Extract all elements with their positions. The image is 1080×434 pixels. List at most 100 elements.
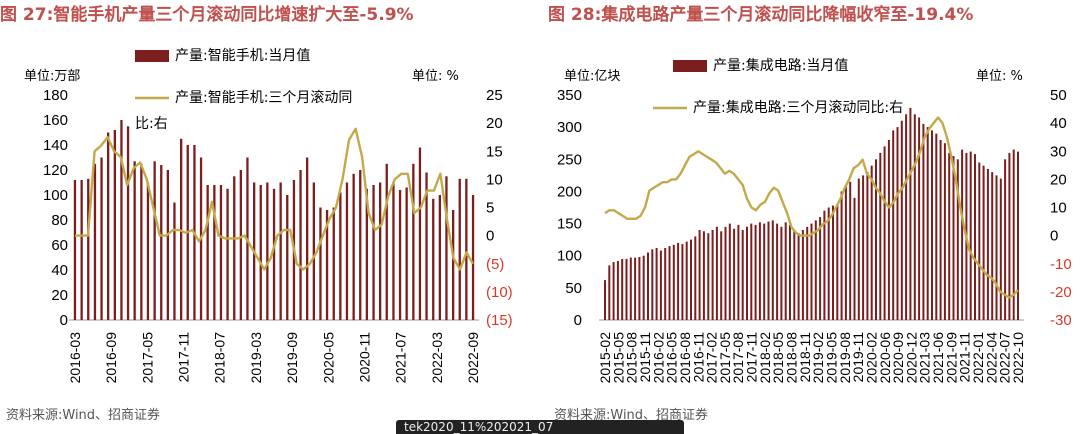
bar (452, 210, 455, 320)
bar (73, 180, 77, 320)
bar (801, 230, 804, 320)
bar (961, 149, 964, 320)
bar (153, 161, 156, 321)
x-tick-label: 2018-05 (770, 332, 786, 384)
left-tick-label: 60 (51, 237, 68, 254)
bar (365, 188, 368, 321)
bar (823, 210, 826, 320)
x-tick-label: 2020-11 (357, 332, 373, 383)
x-tick-label: 2022-09 (465, 332, 481, 384)
bar (306, 157, 309, 320)
right-tick-label: (5) (486, 256, 504, 273)
bar (789, 224, 791, 320)
bar (239, 170, 242, 320)
chart-title: 图 28:集成电路产量三个月滚动同比降幅收窄至-19.4% (548, 5, 974, 25)
right-tick-label: 50 (1050, 87, 1067, 104)
bar (900, 120, 903, 320)
bar (438, 195, 441, 320)
bar (113, 130, 116, 320)
x-tick-label: 2020-06 (877, 332, 893, 384)
bar (332, 207, 335, 320)
x-tick-label: 2016-11 (690, 332, 706, 383)
bar (999, 178, 1002, 320)
legend-swatch-bar (135, 50, 169, 62)
bar (879, 152, 882, 320)
bar (763, 223, 766, 320)
bar (629, 257, 632, 320)
left-tick-label: 120 (43, 162, 68, 179)
bar (771, 220, 774, 320)
bar (206, 185, 209, 320)
x-tick-label: 2017-11 (176, 332, 192, 383)
bar (259, 185, 262, 320)
bar (991, 172, 994, 320)
x-tick-label: 2016-02 (650, 332, 666, 384)
left-unit-label: 单位:万部 (24, 69, 80, 84)
left-tick-label: 20 (51, 287, 68, 304)
bar (943, 143, 946, 320)
x-tick-label: 2015-08 (624, 332, 640, 384)
bar (655, 248, 658, 320)
bar (266, 182, 269, 320)
bar (1004, 159, 1007, 320)
bar (840, 191, 843, 320)
left-tick-label: 40 (51, 262, 68, 279)
bar (120, 120, 123, 320)
left-unit-label: 单位:亿块 (564, 69, 620, 84)
bar (870, 165, 873, 320)
bar (883, 146, 886, 320)
x-tick-label: 2017-05 (139, 332, 155, 384)
bar (728, 223, 731, 320)
x-tick-label: 2020-12 (903, 332, 919, 384)
left-tick-label: 0 (574, 312, 582, 329)
bar (926, 127, 929, 320)
bar (887, 140, 890, 320)
bar (776, 223, 779, 320)
bar (819, 217, 822, 320)
bar (797, 233, 800, 320)
x-tick-label: 2015-02 (597, 332, 613, 384)
bar (418, 147, 422, 320)
bar (866, 172, 869, 320)
bar (213, 185, 216, 320)
bar (173, 202, 176, 320)
bar (685, 241, 688, 320)
bar (642, 255, 645, 320)
bar (913, 114, 916, 320)
legend-label: 产量:集成电路:当月值 (713, 57, 848, 74)
bar (385, 163, 388, 321)
bar (398, 190, 402, 320)
x-tick-label: 2017-05 (717, 332, 733, 384)
right-unit-label: 单位: % (976, 69, 1023, 84)
bar (896, 127, 899, 320)
bar (832, 205, 834, 320)
bar (948, 152, 951, 320)
left-tick-label: 100 (557, 248, 582, 265)
x-tick-label: 2017-08 (730, 332, 746, 384)
chart-source: 资料来源:Wind、招商证券 (554, 408, 709, 423)
left-tick-label: 300 (557, 119, 582, 136)
chart-panel-smartphone: 图 27:智能手机产量三个月滚动同比增速扩大至-5.9% 0 20 40 60 80 10… (0, 0, 540, 429)
bar (862, 175, 865, 320)
bar (827, 207, 830, 320)
series-line (604, 116, 1019, 299)
bar (100, 157, 103, 320)
left-tick-label: 100 (43, 187, 68, 204)
bar (758, 222, 761, 320)
bar (659, 250, 662, 320)
x-tick-label: 2019-05 (824, 332, 840, 384)
x-tick-label: 2019-03 (248, 332, 264, 384)
right-tick-label: (10) (486, 284, 513, 301)
right-tick-label: -30 (1050, 312, 1072, 329)
x-tick-label: 2019-09 (284, 332, 300, 384)
right-tick-label: -20 (1050, 284, 1072, 301)
bar (345, 182, 349, 320)
legend-swatch-bar (673, 60, 707, 72)
bar (412, 163, 415, 321)
chart-title: 图 27:智能手机产量三个月滚动同比增速扩大至-5.9% (0, 5, 414, 25)
bar (608, 265, 611, 320)
bar (909, 107, 912, 321)
x-tick-label: 2019-08 (837, 332, 853, 384)
bar (87, 178, 90, 321)
x-tick-label: 2021-07 (393, 332, 409, 384)
